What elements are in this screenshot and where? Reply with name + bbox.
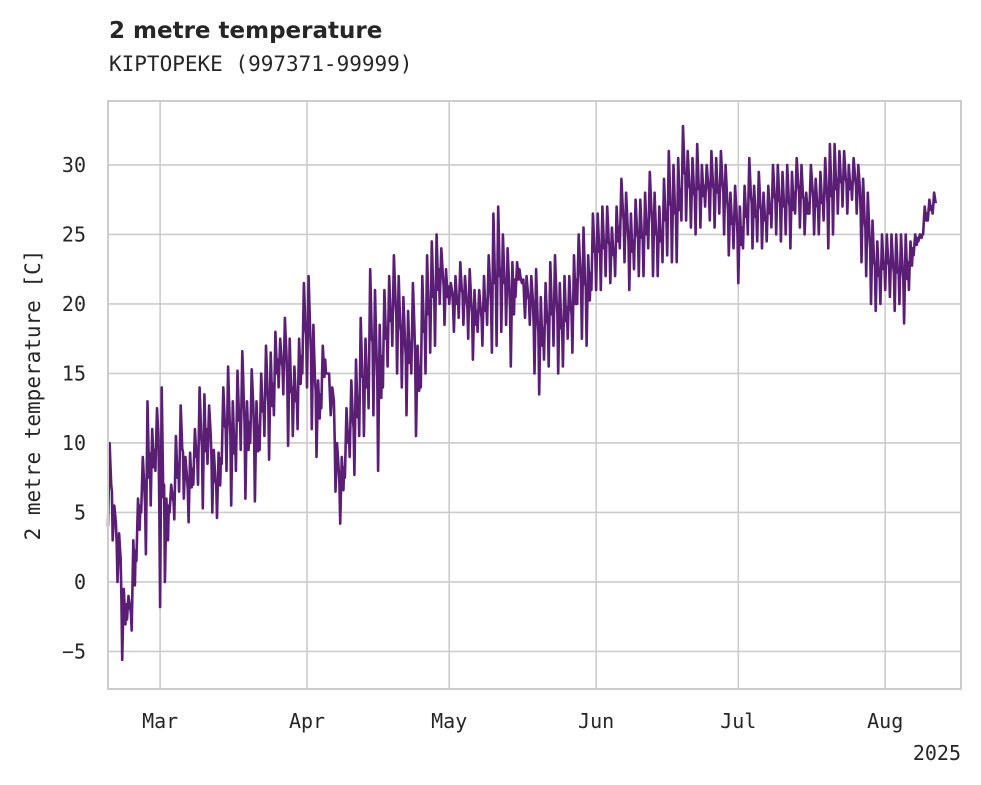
x-tick-label: May — [431, 709, 467, 733]
y-tick-label: 5 — [74, 500, 86, 524]
x-year-label: 2025 — [913, 741, 961, 765]
x-tick-label: Aug — [867, 709, 903, 733]
y-tick-label: 15 — [62, 361, 86, 385]
x-tick-label: Jun — [578, 709, 614, 733]
x-tick-label: Apr — [289, 709, 325, 733]
x-tick-label: Jul — [720, 709, 756, 733]
axes-frame — [107, 100, 962, 690]
chart-title: 2 metre temperature — [109, 18, 383, 44]
y-tick-label: 20 — [62, 292, 86, 316]
y-tick-label: −5 — [62, 639, 86, 663]
plot-frame — [107, 100, 962, 690]
temperature-line — [106, 124, 937, 662]
chart-subtitle: KIPTOPEKE (997371-99999) — [109, 52, 413, 76]
series-line — [106, 124, 937, 662]
y-tick-label: 30 — [62, 153, 86, 177]
y-tick-label: 25 — [62, 222, 86, 246]
y-axis-label: 2 metre temperature [C] — [21, 250, 45, 541]
y-tick-label: 0 — [74, 570, 86, 594]
x-tick-label: Mar — [142, 709, 178, 733]
y-tick-label: 10 — [62, 431, 86, 455]
